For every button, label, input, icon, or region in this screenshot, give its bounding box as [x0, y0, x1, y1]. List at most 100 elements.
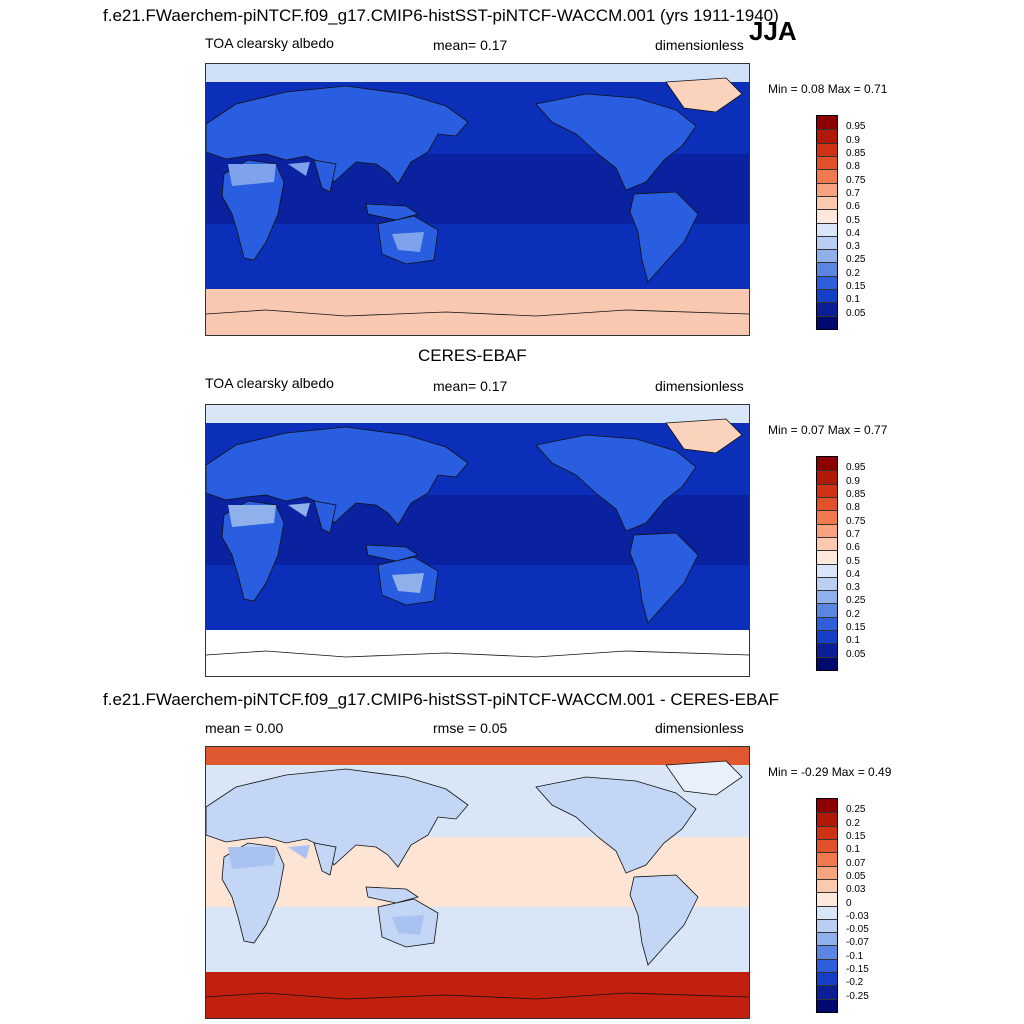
colorbar-segment — [817, 825, 837, 839]
colorbar-segment — [817, 275, 837, 290]
desert-region — [288, 503, 310, 517]
colorbar-segment — [817, 289, 837, 303]
panel-2-colorbar — [816, 456, 838, 671]
continent-outline — [313, 500, 337, 534]
colorbar-segment — [817, 262, 837, 276]
colorbar-segment — [817, 905, 837, 919]
colorbar-tick-label: 0 — [846, 897, 852, 909]
colorbar-segment — [817, 603, 837, 617]
desert-region — [228, 505, 276, 527]
colorbar-segment — [817, 470, 837, 484]
colorbar-tick-label: 0.15 — [846, 830, 866, 842]
colorbar-segment — [817, 799, 837, 813]
colorbar-tick-label: 0.05 — [846, 648, 866, 660]
colorbar-segment — [817, 972, 837, 986]
colorbar-segment — [817, 563, 837, 577]
panel-3-units-label: dimensionless — [655, 720, 744, 736]
colorbar-segment — [817, 643, 837, 657]
continent-outline — [629, 532, 699, 624]
panel-1-colorbar — [816, 115, 838, 330]
colorbar-tick-label: 0.6 — [846, 201, 860, 213]
colorbar-tick-label: 0.85 — [846, 488, 866, 500]
colorbar-tick-label: 0.1 — [846, 294, 860, 306]
colorbar-tick-label: 0.2 — [846, 608, 860, 620]
continent-outline — [206, 85, 469, 185]
continent-outline — [365, 544, 419, 562]
continent-outline — [365, 886, 419, 904]
arctic-band — [206, 405, 749, 423]
desert-region — [228, 847, 276, 869]
colorbar-segment — [817, 945, 837, 959]
colorbar-tick-label: 0.75 — [846, 174, 866, 186]
panel-1-title: f.e21.FWaerchem-piNTCF.f09_g17.CMIP6-his… — [103, 6, 779, 25]
colorbar-segment — [817, 998, 837, 1012]
colorbar-tick-label: 0.9 — [846, 475, 860, 487]
colorbar-segment — [817, 878, 837, 893]
colorbar-segment — [817, 590, 837, 604]
colorbar-tick-label: 0.15 — [846, 622, 866, 634]
colorbar-segment — [817, 222, 837, 236]
continent-outline — [665, 760, 743, 796]
colorbar-segment — [817, 510, 837, 524]
colorbar-segment — [817, 550, 837, 564]
desert-region — [228, 164, 276, 186]
colorbar-segment — [817, 932, 837, 946]
colorbar-tick-label: -0.03 — [846, 910, 869, 922]
continent-outline — [365, 203, 419, 221]
panel-1-map — [205, 63, 750, 336]
colorbar-segment — [817, 195, 837, 210]
colorbar-segment — [817, 958, 837, 973]
continent-outline — [535, 434, 697, 532]
panel-3-map — [205, 746, 750, 1019]
panel-1-variable-label: TOA clearsky albedo — [205, 35, 334, 51]
colorbar-segment — [817, 852, 837, 866]
panel-2-map — [205, 404, 750, 677]
colorbar-segment — [817, 616, 837, 631]
panel-2-minmax: Min = 0.07 Max = 0.77 — [768, 423, 888, 437]
colorbar-segment — [817, 630, 837, 644]
colorbar-segment — [817, 838, 837, 853]
continent-outline — [629, 191, 699, 283]
colorbar-tick-label: 0.05 — [846, 307, 866, 319]
panel-2-title: CERES-EBAF — [418, 346, 527, 365]
desert-region — [288, 845, 310, 859]
colorbar-segment — [817, 142, 837, 156]
desert-region — [288, 162, 310, 176]
continent-outline — [665, 418, 743, 454]
colorbar-tick-label: -0.15 — [846, 964, 869, 976]
colorbar-segment — [817, 523, 837, 537]
colorbar-tick-label: 0.85 — [846, 147, 866, 159]
panel-1-units-label: dimensionless — [655, 37, 744, 53]
colorbar-tick-label: 0.25 — [846, 254, 866, 266]
colorbar-tick-label: 0.95 — [846, 462, 866, 474]
panel-3-mean-label: mean = 0.00 — [205, 720, 284, 736]
colorbar-tick-label: 0.5 — [846, 214, 860, 226]
colorbar-tick-label: 0.2 — [846, 817, 860, 829]
colorbar-tick-label: -0.05 — [846, 924, 869, 936]
panel-3-title: f.e21.FWaerchem-piNTCF.f09_g17.CMIP6-his… — [103, 690, 780, 709]
colorbar-tick-label: 0.9 — [846, 134, 860, 146]
colorbar-segment — [817, 249, 837, 263]
colorbar-tick-label: 0.4 — [846, 227, 860, 239]
colorbar-segment — [817, 182, 837, 196]
colorbar-segment — [817, 536, 837, 551]
panel-2-units-label: dimensionless — [655, 378, 744, 394]
arctic-band — [206, 747, 749, 765]
desert-region — [392, 915, 424, 935]
colorbar-tick-label: 0.75 — [846, 515, 866, 527]
colorbar-segment — [817, 918, 837, 933]
panel-3-colorbar — [816, 798, 838, 1013]
colorbar-tick-label: 0.3 — [846, 582, 860, 594]
colorbar-tick-label: 0.4 — [846, 568, 860, 580]
colorbar-segment — [817, 302, 837, 316]
desert-region — [392, 232, 424, 252]
colorbar-segment — [817, 169, 837, 183]
antarctica-outline — [206, 992, 749, 1000]
colorbar-tick-label: 0.7 — [846, 187, 860, 199]
colorbar-tick-label: -0.1 — [846, 950, 864, 962]
colorbar-segment — [817, 315, 837, 329]
colorbar-tick-label: 0.15 — [846, 281, 866, 293]
continent-outline — [535, 776, 697, 874]
colorbar-tick-label: -0.25 — [846, 990, 869, 1002]
colorbar-segment — [817, 496, 837, 511]
